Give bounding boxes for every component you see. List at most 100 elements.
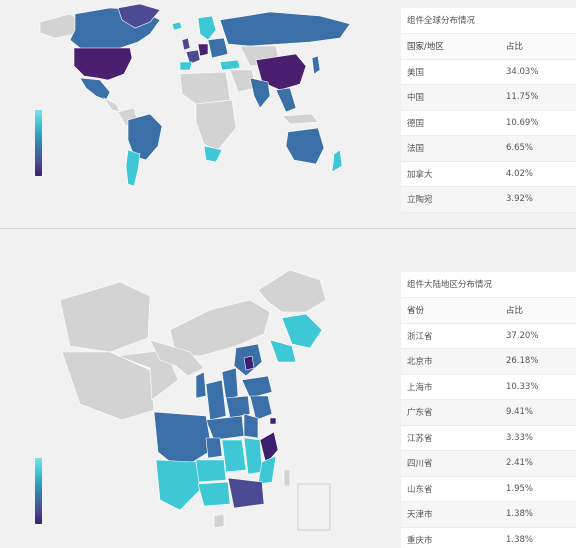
province-name: 北京市 xyxy=(401,348,506,375)
south-china-sea-inset xyxy=(297,483,331,531)
table-row: 加拿大 4.02% xyxy=(401,161,576,187)
share-value: 1.95% xyxy=(506,476,576,502)
country-name: 立陶宛 xyxy=(401,186,506,213)
map-region-fujian xyxy=(257,455,277,485)
table-row: 立陶宛 3.92% xyxy=(401,186,576,213)
map-region-jiangsu xyxy=(249,395,273,421)
map-region-scandinavia xyxy=(197,15,217,41)
share-value: 1.38% xyxy=(506,527,576,548)
map-region-hubei xyxy=(205,415,245,441)
map-region-germany xyxy=(197,43,209,57)
country-name: 中国 xyxy=(401,84,506,111)
share-value: 3.92% xyxy=(506,186,576,213)
map-region-iceland xyxy=(171,21,183,31)
country-name: 德国 xyxy=(401,110,506,136)
map-region-mexico xyxy=(79,77,111,101)
table-row: 法国 6.65% xyxy=(401,135,576,162)
table-row: 北京市 26.18% xyxy=(401,348,576,375)
table-row: 德国 10.69% xyxy=(401,110,576,136)
column-header-country: 国家/地区 xyxy=(401,34,506,60)
table-header-row: 省份 占比 xyxy=(401,298,576,324)
map-region-chongqing xyxy=(205,437,223,459)
map-region-jilin xyxy=(281,313,323,349)
share-value: 6.65% xyxy=(506,135,576,162)
map-region-ningxia xyxy=(195,371,207,399)
map-region-spain xyxy=(179,61,193,71)
china-map[interactable] xyxy=(0,232,390,548)
province-name: 天津市 xyxy=(401,501,506,528)
world-legend-gradient[interactable] xyxy=(35,110,42,176)
map-region-shanxi xyxy=(221,367,239,401)
map-region-guangdong xyxy=(227,477,265,509)
province-name: 山东省 xyxy=(401,476,506,502)
country-name: 美国 xyxy=(401,59,506,85)
province-name: 浙江省 xyxy=(401,323,506,349)
map-region-taiwan xyxy=(283,469,291,487)
province-name: 广东省 xyxy=(401,399,506,426)
table-header-row: 国家/地区 占比 xyxy=(401,34,576,60)
share-value: 1.38% xyxy=(506,501,576,528)
map-region-jiangxi xyxy=(243,437,263,475)
map-region-australia xyxy=(285,127,325,165)
table-row: 天津市 1.38% xyxy=(401,501,576,528)
map-region-southeast-asia xyxy=(275,87,297,113)
china-distribution-panel: 组件大陆地区分布情况 省份 占比 浙江省 37.20% 北京市 26.18% 上海市… xyxy=(401,272,576,548)
share-value: 3.33% xyxy=(506,425,576,451)
china-section: 组件大陆地区分布情况 省份 占比 浙江省 37.20% 北京市 26.18% 上海市… xyxy=(0,232,576,548)
map-region-greenland xyxy=(117,3,161,29)
share-value: 2.41% xyxy=(506,450,576,477)
world-distribution-panel: 组件全球分布情况 国家/地区 占比 美国 34.03% 中国 11.75% 德国 10… xyxy=(401,8,576,213)
map-region-yunnan xyxy=(155,459,201,511)
table-row: 美国 34.03% xyxy=(401,59,576,85)
world-panel-title: 组件全球分布情况 xyxy=(401,8,576,34)
map-region-north-africa xyxy=(179,71,231,105)
table-row: 广东省 9.41% xyxy=(401,399,576,426)
map-region-heilongjiang xyxy=(257,269,327,313)
map-region-usa xyxy=(73,47,133,81)
world-section: 组件全球分布情况 国家/地区 占比 美国 34.03% 中国 11.75% 德国 10… xyxy=(0,0,576,226)
share-value: 11.75% xyxy=(506,84,576,111)
column-header-share: 占比 xyxy=(506,34,576,60)
province-name: 四川省 xyxy=(401,450,506,477)
map-region-anhui xyxy=(243,413,259,439)
share-value: 10.33% xyxy=(506,374,576,400)
china-legend-gradient[interactable] xyxy=(35,458,42,524)
map-region-guangxi xyxy=(197,481,231,507)
map-region-india xyxy=(249,77,271,109)
share-value: 34.03% xyxy=(506,59,576,85)
map-region-japan xyxy=(311,55,321,75)
map-region-beijing xyxy=(243,355,255,371)
map-region-eastern-europe xyxy=(207,37,229,59)
map-region-argentina xyxy=(125,149,141,187)
map-region-uk xyxy=(181,37,191,51)
map-region-gansu xyxy=(149,339,205,377)
country-name: 加拿大 xyxy=(401,161,506,187)
map-region-guizhou xyxy=(195,459,227,483)
map-region-turkey xyxy=(219,59,241,71)
world-table: 国家/地区 占比 美国 34.03% 中国 11.75% 德国 10.69% 法国 6.… xyxy=(401,34,576,213)
table-row: 江苏省 3.33% xyxy=(401,425,576,451)
map-region-south-africa xyxy=(203,145,223,163)
share-value: 37.20% xyxy=(506,323,576,349)
map-region-indonesia xyxy=(281,113,319,125)
table-row: 浙江省 37.20% xyxy=(401,323,576,349)
map-region-new-zealand xyxy=(331,149,343,173)
map-region-xinjiang xyxy=(59,281,151,353)
map-region-france xyxy=(185,49,201,65)
share-value: 26.18% xyxy=(506,348,576,375)
section-divider xyxy=(0,228,576,229)
map-region-zhejiang xyxy=(259,431,279,465)
world-map[interactable] xyxy=(0,0,390,226)
share-value: 4.02% xyxy=(506,161,576,187)
map-region-russia xyxy=(219,11,351,47)
share-value: 10.69% xyxy=(506,110,576,136)
province-name: 上海市 xyxy=(401,374,506,400)
country-name: 法国 xyxy=(401,135,506,162)
column-header-share: 占比 xyxy=(506,298,576,324)
share-value: 9.41% xyxy=(506,399,576,426)
map-region-hunan xyxy=(221,439,247,473)
table-row: 上海市 10.33% xyxy=(401,374,576,400)
column-header-province: 省份 xyxy=(401,298,506,324)
map-region-liaoning xyxy=(269,339,297,363)
map-region-central-america xyxy=(103,97,121,113)
